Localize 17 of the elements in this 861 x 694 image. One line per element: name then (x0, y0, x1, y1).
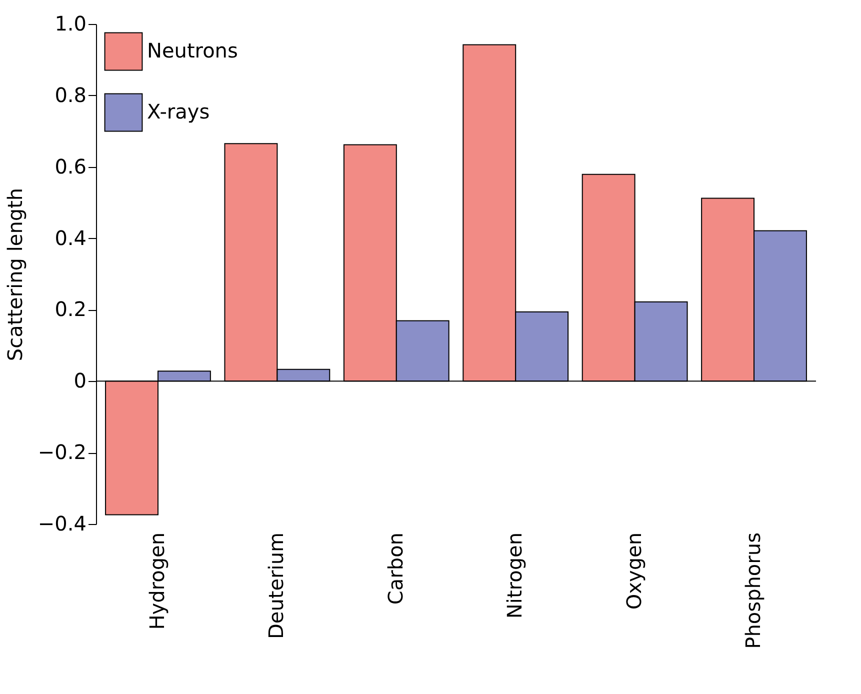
x-tick-label: Deuterium (264, 532, 288, 639)
legend-label: Neutrons (147, 38, 238, 62)
y-tick-label: 0.6 (54, 154, 86, 178)
y-tick-label: 0.8 (54, 82, 86, 107)
y-tick-label: 0.2 (54, 297, 86, 322)
x-tick-label: Phosphorus (741, 532, 766, 649)
x-tick-label: Carbon (383, 532, 408, 605)
y-tick-label: −0.2 (38, 440, 86, 464)
y-axis-title: Scattering length (2, 188, 27, 362)
y-tick-label: 1.0 (54, 12, 86, 36)
legend-label: X-rays (147, 100, 210, 124)
y-tick-label: 0.4 (54, 226, 86, 250)
y-tick-label: −0.4 (38, 512, 86, 536)
x-tick-label: Oxygen (622, 532, 646, 610)
x-tick-label: Hydrogen (144, 532, 169, 630)
x-tick-label: Nitrogen (502, 532, 527, 619)
y-tick-label: 0 (74, 368, 86, 393)
